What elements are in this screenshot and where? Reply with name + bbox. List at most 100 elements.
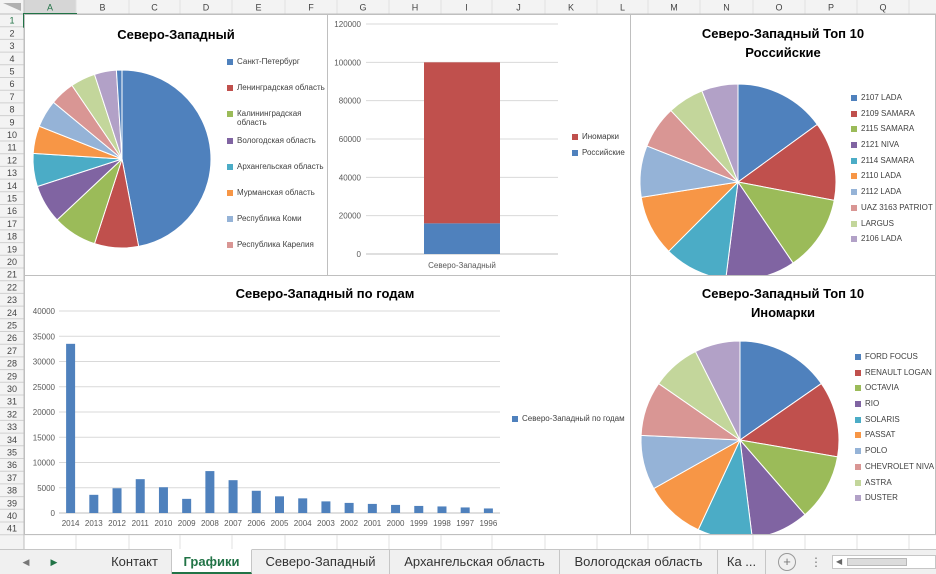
column-header-label[interactable]: J xyxy=(516,3,521,13)
pie-slice[interactable] xyxy=(737,83,818,183)
row-header-label[interactable]: 22 xyxy=(7,282,17,292)
legend-entry[interactable]: 2121 NIVA xyxy=(851,140,935,156)
row-header-label[interactable]: 32 xyxy=(7,409,17,419)
next-sheet-icon[interactable]: ▶ xyxy=(50,557,58,567)
add-sheet-icon[interactable]: + xyxy=(778,553,796,571)
legend-entry[interactable]: 2107 LADA xyxy=(851,93,935,109)
row-header-label[interactable]: 2 xyxy=(9,28,14,38)
row-header-label[interactable]: 31 xyxy=(7,397,17,407)
legend-entry[interactable]: SOLARIS xyxy=(855,415,935,431)
row-header-label[interactable]: 8 xyxy=(9,105,14,115)
column-header-label[interactable]: M xyxy=(670,3,678,13)
column-header-label[interactable]: Q xyxy=(879,3,886,13)
legend-entry[interactable]: FORD FOCUS xyxy=(855,352,935,368)
row-header-label[interactable]: 36 xyxy=(7,460,17,470)
row-header-label[interactable]: 37 xyxy=(7,473,17,483)
pie-slice[interactable] xyxy=(739,438,806,535)
row-header-label[interactable]: 12 xyxy=(7,155,17,165)
column-bar[interactable] xyxy=(391,504,401,513)
pie-slice[interactable] xyxy=(115,69,123,160)
row-header-label[interactable]: 39 xyxy=(7,498,17,508)
row-header-label[interactable]: 17 xyxy=(7,219,17,229)
pie-slice[interactable] xyxy=(121,69,212,248)
row-header-label[interactable]: 20 xyxy=(7,257,17,267)
legend-entry[interactable]: Республика Коми xyxy=(227,214,327,240)
more-options-icon[interactable]: ⋮ xyxy=(810,555,822,569)
sheet-tab[interactable]: Ка ... xyxy=(718,550,766,574)
column-header-label[interactable]: A xyxy=(47,3,53,13)
row-header-label[interactable]: 35 xyxy=(7,448,17,458)
row-header-label[interactable]: 33 xyxy=(7,422,17,432)
pie-slice[interactable] xyxy=(701,83,739,183)
column-bar[interactable] xyxy=(112,488,122,513)
pie-slice[interactable] xyxy=(725,180,794,276)
column-header-label[interactable]: I xyxy=(465,3,468,13)
column-bar[interactable] xyxy=(205,471,215,513)
column-bar[interactable] xyxy=(89,494,99,513)
row-header-label[interactable]: 25 xyxy=(7,321,17,331)
sheet-tab[interactable]: Графики xyxy=(172,549,252,574)
legend-entry[interactable]: 2112 LADA xyxy=(851,187,935,203)
pie-slice[interactable] xyxy=(736,123,837,201)
column-header-label[interactable]: K xyxy=(568,3,574,13)
sheet-tab[interactable]: Северо-Западный xyxy=(252,550,390,574)
column-header-label[interactable]: O xyxy=(775,3,782,13)
row-header-label[interactable]: 14 xyxy=(7,181,17,191)
column-bar[interactable] xyxy=(251,490,261,513)
column-header-label[interactable]: P xyxy=(828,3,834,13)
row-header-label[interactable]: 1 xyxy=(9,16,14,26)
row-header-label[interactable]: 9 xyxy=(9,117,14,127)
legend-entry[interactable]: 2114 SAMARA xyxy=(851,156,935,172)
select-all-corner-icon[interactable] xyxy=(3,3,21,11)
legend-entry[interactable]: Республика Карелия xyxy=(227,240,327,266)
row-header-label[interactable]: 16 xyxy=(7,206,17,216)
sheet-tab[interactable]: Контакт xyxy=(98,550,172,574)
legend-entry[interactable]: Вологодская область xyxy=(227,136,327,162)
column-header-label[interactable]: L xyxy=(620,3,625,13)
row-header-label[interactable]: 3 xyxy=(9,41,14,51)
row-header-label[interactable]: 30 xyxy=(7,384,17,394)
sheet-tab[interactable]: Вологодская область xyxy=(560,550,718,574)
row-header-label[interactable]: 41 xyxy=(7,524,17,534)
legend-entry[interactable]: DUSTER xyxy=(855,493,935,509)
column-bar[interactable] xyxy=(344,502,354,513)
chart-stacked-bar[interactable]: 0 20000 40000 60000 80000 100000 120000 Северо-… xyxy=(327,14,631,276)
row-header-label[interactable]: 11 xyxy=(7,143,16,153)
column-header-label[interactable]: N xyxy=(723,3,730,13)
row-header-label[interactable]: 6 xyxy=(9,79,14,89)
prev-sheet-icon[interactable]: ◀ xyxy=(22,557,30,567)
column-bar[interactable] xyxy=(414,505,424,513)
row-header-label[interactable]: 19 xyxy=(7,244,17,254)
row-header-label[interactable]: 26 xyxy=(7,333,17,343)
legend-entry[interactable]: UAZ 3163 PATRIOT xyxy=(851,203,935,219)
legend-entry[interactable]: Северо-Западный по годам xyxy=(512,414,630,426)
legend-entry[interactable]: Мурманская область xyxy=(227,188,327,214)
chart-regions-pie[interactable]: Северо-Западный Санкт-Петербург Ленинград… xyxy=(24,14,328,276)
pie-slice[interactable] xyxy=(694,340,741,441)
legend-entry[interactable]: Российские xyxy=(572,148,630,164)
horizontal-scrollbar[interactable]: ◀ xyxy=(832,555,936,569)
legend-entry[interactable]: Иномарки xyxy=(572,132,630,148)
row-header-label[interactable]: 21 xyxy=(7,270,17,280)
scroll-left-icon[interactable]: ◀ xyxy=(836,557,843,566)
legend-entry[interactable]: 2106 LADA xyxy=(851,234,935,250)
legend-entry[interactable]: 2110 LADA xyxy=(851,171,935,187)
column-header-label[interactable]: F xyxy=(308,3,314,13)
pie-slice[interactable] xyxy=(739,340,823,441)
column-bar[interactable] xyxy=(321,501,331,513)
column-bar[interactable] xyxy=(483,508,493,513)
row-header-label[interactable]: 10 xyxy=(7,130,17,140)
row-header-label[interactable]: 23 xyxy=(7,295,17,305)
pie-slice[interactable] xyxy=(736,181,835,264)
row-header-label[interactable]: 13 xyxy=(7,168,17,178)
column-header-label[interactable]: E xyxy=(255,3,261,13)
legend-entry[interactable]: PASSAT xyxy=(855,430,935,446)
row-header-label[interactable]: 7 xyxy=(9,92,14,102)
row-header-label[interactable]: 18 xyxy=(7,232,17,242)
row-header-label[interactable]: 40 xyxy=(7,511,17,521)
legend-entry[interactable]: POLO xyxy=(855,446,935,462)
pie-slice[interactable] xyxy=(738,382,840,458)
row-header-label[interactable]: 4 xyxy=(9,54,14,64)
column-header-label[interactable]: G xyxy=(359,3,366,13)
legend-entry[interactable]: LARGUS xyxy=(851,219,935,235)
